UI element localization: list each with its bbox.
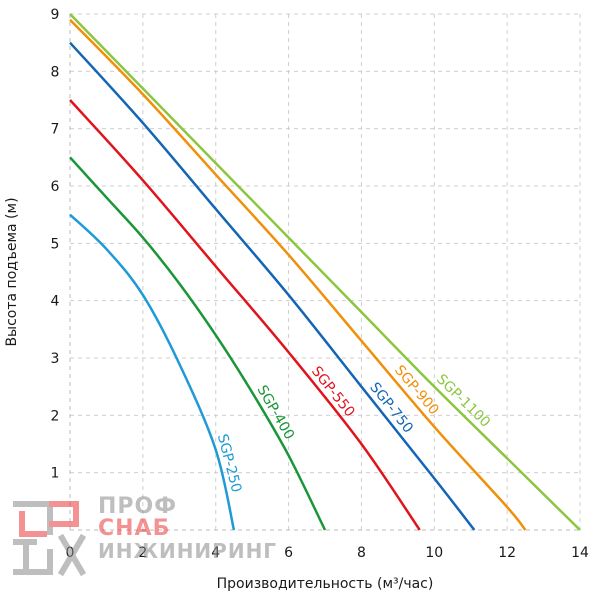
y-tick-label: 8 (51, 64, 60, 80)
y-tick-label: 4 (51, 294, 60, 310)
y-tick-label: 3 (51, 351, 60, 367)
y-tick-label: 5 (51, 236, 60, 252)
series-line-sgp-400 (69, 156, 327, 531)
y-tick-label: 2 (51, 408, 60, 424)
series-line-sgp-900 (69, 18, 527, 531)
x-tick-label: 10 (425, 545, 443, 561)
x-tick-label: 4 (211, 545, 220, 561)
y-axis-title: Высота подъема (м) (4, 197, 20, 346)
series-line-sgp-1100 (69, 13, 581, 531)
watermark-line-1: ПРОФ (98, 494, 178, 519)
x-tick-label: 2 (138, 545, 147, 561)
axes (69, 14, 580, 531)
x-axis-title: Производительность (м³/час) (217, 576, 434, 592)
y-tick-label: 9 (51, 7, 60, 23)
series-line-sgp-250 (69, 213, 236, 531)
company-logo-icon (13, 501, 87, 577)
x-tick-label: 12 (498, 545, 516, 561)
watermark-line-3: ИНЖИНИРИНГ (98, 539, 278, 563)
series-line-sgp-750 (69, 41, 476, 531)
watermark-line-2: СНАБ (98, 516, 171, 541)
x-tick-label: 6 (284, 545, 293, 561)
series-line-sgp-550 (69, 99, 421, 531)
company-watermark: ПРОФ СНАБ ИНЖИНИРИНГ (98, 494, 278, 563)
x-tick-label: 14 (571, 545, 589, 561)
y-tick-label: 7 (51, 122, 60, 138)
y-tick-label: 1 (51, 466, 60, 482)
y-tick-labels: 1 2 3 4 5 6 7 8 9 (51, 7, 60, 482)
x-tick-label: 8 (357, 545, 366, 561)
series-lines (69, 13, 581, 531)
grid-lines (70, 13, 581, 530)
series-label-sgp-1100: SGP-1100 (433, 371, 493, 430)
y-tick-label: 6 (51, 179, 60, 195)
